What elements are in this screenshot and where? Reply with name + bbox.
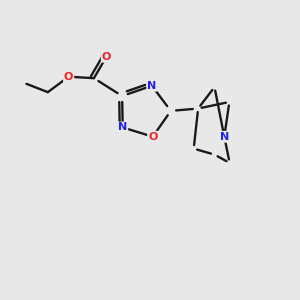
Text: N: N: [118, 122, 127, 133]
Text: N: N: [147, 81, 157, 91]
Text: O: O: [64, 72, 73, 82]
Text: O: O: [148, 132, 158, 142]
Text: O: O: [102, 52, 111, 62]
Text: N: N: [220, 132, 229, 142]
